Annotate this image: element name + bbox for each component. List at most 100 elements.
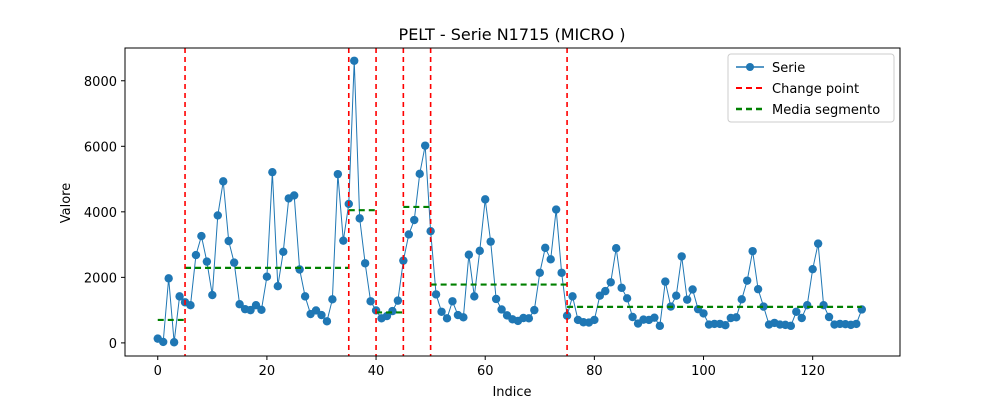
y-axis-label: Valore: [59, 183, 74, 223]
data-point: [611, 244, 621, 253]
data-point: [366, 297, 375, 306]
data-point: [268, 167, 277, 177]
data-point: [819, 301, 828, 310]
data-point: [208, 290, 217, 300]
data-point: [699, 309, 708, 318]
data-point: [808, 264, 817, 274]
data-point: [410, 215, 419, 225]
data-point: [159, 337, 168, 347]
x-tick-label: 20: [259, 364, 276, 379]
data-point: [169, 338, 179, 347]
data-point: [415, 169, 424, 179]
y-tick-label: 0: [109, 337, 117, 352]
data-point: [257, 305, 266, 314]
data-point: [339, 236, 348, 245]
data-point: [350, 56, 359, 65]
data-point: [677, 252, 686, 261]
data-point: [688, 285, 697, 294]
data-point: [219, 177, 228, 186]
data-point: [322, 317, 332, 326]
data-point: [437, 307, 446, 316]
data-point: [551, 205, 561, 214]
data-point: [442, 314, 452, 323]
x-tick-label: 0: [154, 364, 162, 379]
data-point: [404, 230, 414, 239]
data-point: [491, 294, 501, 304]
data-point: [737, 295, 746, 304]
legend-label-media-segmento: Media segmento: [772, 103, 880, 118]
data-point: [661, 277, 670, 286]
legend-marker-serie: [746, 63, 754, 71]
x-tick-label: 120: [800, 364, 825, 379]
data-point: [448, 297, 457, 306]
data-point: [562, 311, 572, 320]
data-point: [601, 286, 610, 296]
data-point: [753, 284, 763, 294]
data-point: [672, 291, 681, 300]
data-point: [824, 312, 834, 322]
data-point: [164, 274, 173, 283]
legend-label-change-point: Change point: [772, 82, 859, 97]
data-point: [786, 321, 796, 331]
x-tick-label: 80: [586, 364, 603, 379]
data-point: [333, 169, 343, 179]
data-point: [813, 239, 823, 248]
y-tick-label: 2000: [84, 271, 117, 286]
data-point: [475, 246, 484, 256]
data-point: [541, 243, 550, 253]
data-point: [568, 292, 577, 301]
data-point: [382, 311, 392, 321]
data-point: [279, 247, 288, 257]
plot-frame: [124, 47, 901, 357]
data-point: [464, 250, 474, 259]
data-point: [481, 195, 490, 204]
data-point: [622, 294, 632, 303]
data-point: [175, 292, 184, 301]
x-tick-label: 100: [691, 364, 716, 379]
data-point: [355, 214, 364, 223]
data-point: [486, 237, 495, 246]
data-point: [213, 211, 222, 220]
data-point: [590, 315, 599, 325]
data-point: [792, 307, 801, 316]
plot-area: [153, 48, 866, 356]
legend-label-serie: Serie: [772, 61, 805, 76]
data-point: [524, 314, 534, 323]
y-tick-label: 4000: [84, 206, 117, 221]
data-point: [459, 313, 468, 322]
data-point: [721, 321, 730, 330]
data-point: [617, 283, 626, 293]
data-point: [535, 268, 544, 277]
data-point: [797, 313, 806, 323]
data-point: [191, 250, 201, 260]
legend-box: [727, 53, 895, 123]
data-point: [229, 258, 239, 267]
chart-title: PELT - Serie N1715 (MICRO ): [399, 25, 626, 44]
data-point: [197, 231, 206, 241]
data-point: [803, 301, 812, 310]
data-point: [682, 295, 692, 304]
data-point: [650, 313, 659, 322]
data-point: [295, 265, 304, 274]
data-point: [289, 191, 299, 200]
x-axis-label: Indice: [492, 385, 531, 400]
data-point: [273, 282, 283, 291]
y-tick-label: 8000: [84, 75, 117, 90]
data-point: [742, 276, 752, 285]
data-point: [328, 295, 337, 304]
data-point: [748, 246, 757, 256]
y-tick-label: 6000: [84, 140, 117, 155]
data-point: [557, 268, 566, 277]
data-point: [655, 321, 665, 331]
data-point: [628, 312, 637, 322]
data-point: [470, 292, 479, 301]
data-point: [186, 301, 195, 310]
data-point: [224, 236, 233, 246]
data-point: [546, 255, 555, 264]
data-point: [497, 305, 506, 314]
data-point: [235, 300, 244, 309]
data-point: [360, 259, 370, 268]
x-tick-label: 60: [477, 364, 494, 379]
data-point: [388, 306, 397, 316]
